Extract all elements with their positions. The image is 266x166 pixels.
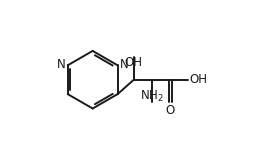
- Text: OH: OH: [125, 55, 143, 69]
- Text: N: N: [57, 58, 66, 71]
- Text: O: O: [165, 104, 175, 117]
- Text: N: N: [120, 58, 128, 71]
- Text: NH$_2$: NH$_2$: [140, 88, 164, 104]
- Text: OH: OH: [189, 73, 207, 86]
